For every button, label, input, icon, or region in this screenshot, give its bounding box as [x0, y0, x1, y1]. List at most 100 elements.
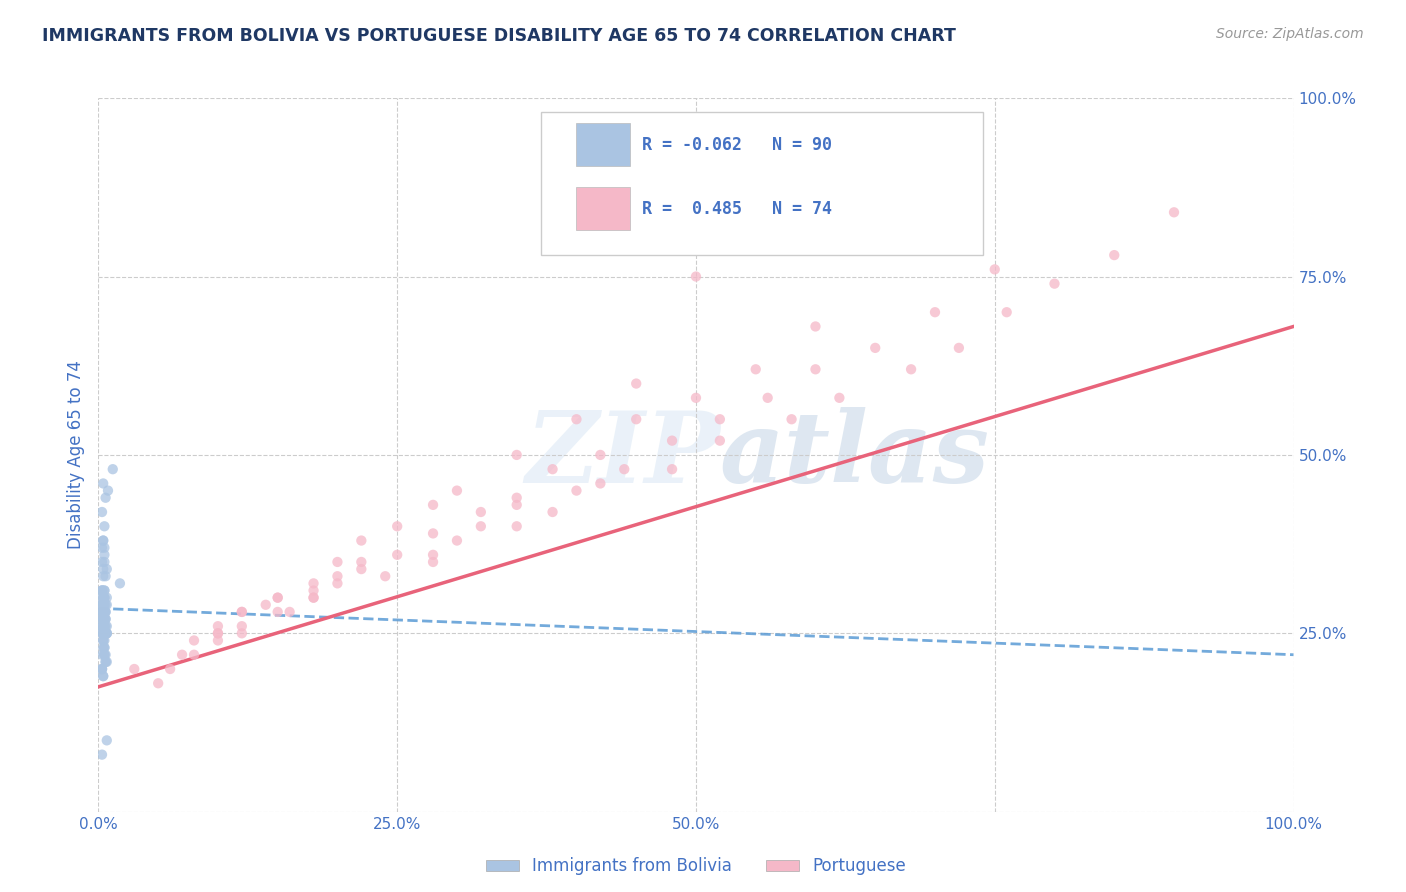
Point	[1043, 277, 1066, 291]
Point	[93, 640, 115, 655]
Point	[385, 548, 409, 562]
Point	[541, 505, 564, 519]
Point	[709, 434, 731, 448]
Point	[93, 598, 115, 612]
Point	[756, 391, 779, 405]
Point	[94, 491, 117, 505]
Point	[231, 605, 253, 619]
Point	[93, 612, 115, 626]
Point	[183, 648, 205, 662]
Point	[207, 633, 229, 648]
Point	[96, 562, 118, 576]
Point	[661, 434, 683, 448]
Point	[624, 412, 647, 426]
Point	[326, 576, 349, 591]
Point	[91, 669, 114, 683]
Point	[685, 391, 707, 405]
Point	[91, 533, 114, 548]
Point	[254, 598, 277, 612]
Point	[93, 648, 115, 662]
Point	[91, 605, 114, 619]
Point	[93, 605, 115, 619]
Point	[96, 598, 118, 612]
Point	[91, 598, 114, 612]
Text: atlas: atlas	[720, 407, 990, 503]
Point	[91, 583, 114, 598]
Point	[780, 412, 803, 426]
Point	[506, 448, 529, 462]
Point	[94, 626, 117, 640]
Point	[91, 612, 114, 626]
Point	[91, 669, 114, 683]
Point	[91, 605, 114, 619]
Point	[900, 362, 922, 376]
Point	[267, 591, 290, 605]
Point	[207, 619, 229, 633]
Point	[94, 619, 117, 633]
Point	[302, 583, 325, 598]
Point	[96, 733, 118, 747]
Text: Source: ZipAtlas.com: Source: ZipAtlas.com	[1216, 27, 1364, 41]
Text: IMMIGRANTS FROM BOLIVIA VS PORTUGUESE DISABILITY AGE 65 TO 74 CORRELATION CHART: IMMIGRANTS FROM BOLIVIA VS PORTUGUESE DI…	[42, 27, 956, 45]
Point	[93, 591, 115, 605]
Point	[94, 598, 117, 612]
Point	[93, 648, 115, 662]
Point	[96, 591, 118, 605]
Point	[93, 591, 115, 605]
Point	[94, 648, 117, 662]
Point	[96, 626, 118, 640]
Y-axis label: Disability Age 65 to 74: Disability Age 65 to 74	[66, 360, 84, 549]
Point	[506, 519, 529, 533]
Point	[91, 541, 114, 555]
Point	[207, 626, 229, 640]
Point	[685, 269, 707, 284]
Point	[231, 619, 253, 633]
FancyBboxPatch shape	[576, 123, 630, 166]
Point	[661, 462, 683, 476]
Point	[422, 555, 444, 569]
Point	[91, 598, 114, 612]
Point	[231, 626, 253, 640]
Point	[924, 305, 946, 319]
Point	[94, 605, 117, 619]
Point	[91, 626, 114, 640]
Point	[93, 541, 115, 555]
Point	[422, 498, 444, 512]
Point	[91, 633, 114, 648]
Point	[422, 526, 444, 541]
Point	[93, 548, 115, 562]
Point	[91, 662, 114, 676]
Point	[91, 533, 114, 548]
Point	[745, 362, 768, 376]
Point	[91, 648, 114, 662]
Point	[94, 626, 117, 640]
Point	[108, 576, 131, 591]
Point	[804, 362, 827, 376]
Point	[91, 569, 114, 583]
Point	[995, 305, 1018, 319]
Point	[828, 391, 851, 405]
Point	[124, 662, 146, 676]
Text: R = -0.062   N = 90: R = -0.062 N = 90	[643, 136, 832, 153]
Point	[91, 612, 114, 626]
Point	[97, 483, 120, 498]
Point	[94, 605, 117, 619]
Point	[94, 655, 117, 669]
Point	[91, 562, 114, 576]
Point	[96, 626, 118, 640]
Point	[93, 519, 115, 533]
Point	[565, 483, 588, 498]
Point	[207, 626, 229, 640]
Point	[91, 598, 114, 612]
Point	[863, 341, 886, 355]
Point	[96, 655, 118, 669]
Point	[91, 626, 114, 640]
Point	[709, 412, 731, 426]
Point	[93, 633, 115, 648]
Point	[148, 676, 170, 690]
Point	[948, 341, 970, 355]
Point	[91, 598, 114, 612]
Point	[374, 569, 396, 583]
Point	[93, 605, 115, 619]
Point	[91, 612, 114, 626]
